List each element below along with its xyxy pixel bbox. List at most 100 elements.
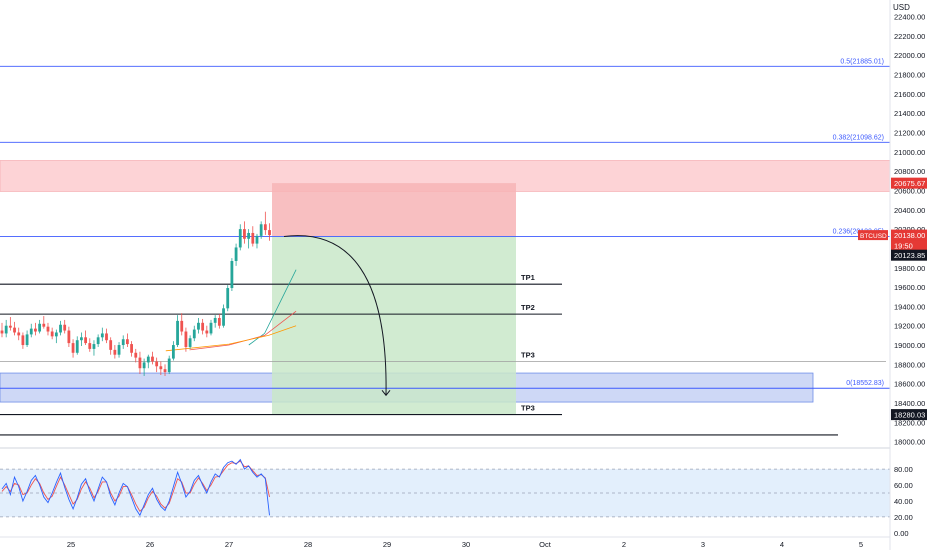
rsi-line — [1, 458, 270, 517]
candle-body — [155, 361, 159, 367]
candle-body — [105, 333, 108, 341]
take-profit-zone — [272, 236, 516, 415]
zones-layer — [0, 160, 891, 415]
candle-body — [251, 232, 255, 244]
time-tick-label: 2 — [622, 540, 626, 549]
candle-body — [192, 329, 196, 339]
candle-body — [230, 260, 234, 289]
candle-body — [159, 366, 163, 370]
candle-body — [163, 369, 167, 373]
time-tick-label: 3 — [701, 540, 705, 549]
candle-body — [109, 340, 113, 350]
candle-body — [84, 337, 87, 344]
price-tick-label: 21600.00 — [894, 90, 925, 99]
candle-body — [117, 345, 121, 355]
fib-label: 0.382(21098.62) — [833, 134, 884, 141]
candle-body — [188, 338, 192, 347]
symbol-tag: BTCUSD — [860, 233, 887, 240]
price-tick-label: 18400.00 — [894, 399, 925, 408]
candle-body — [171, 345, 175, 359]
price-tick-label: 22400.00 — [894, 13, 925, 22]
price-label-bg — [891, 240, 927, 252]
candle-body — [146, 356, 150, 363]
candle-body — [238, 229, 242, 248]
candle-body — [180, 320, 184, 332]
time-tick-label: Oct — [539, 540, 552, 549]
candle-body — [184, 331, 188, 347]
candle-body — [80, 337, 83, 341]
candle-body — [67, 330, 71, 344]
price-label: 20123.85 — [894, 251, 925, 260]
projection-arrow — [283, 235, 387, 396]
time-tick-label: 27 — [225, 540, 233, 549]
target-label: TP1 — [521, 273, 535, 282]
candle-body — [100, 333, 104, 338]
price-tick-label: 19400.00 — [894, 302, 925, 311]
price-tick-label: 18000.00 — [894, 438, 925, 447]
levels-layer: 0.5(21885.01)0.382(21098.62)0.236(20123.… — [0, 58, 890, 436]
price-tick-label: 21200.00 — [894, 128, 925, 137]
candle-body — [201, 322, 205, 331]
time-tick-label: 28 — [304, 540, 312, 549]
candle-body — [213, 317, 217, 323]
target-label: TP2 — [521, 303, 535, 312]
price-tick-label: 19800.00 — [894, 264, 925, 273]
price-tick-label: 22000.00 — [894, 51, 925, 60]
candle-body — [142, 362, 146, 369]
candle-body — [243, 229, 246, 239]
candle-body — [263, 224, 267, 231]
price-label: 19:50 — [894, 242, 913, 251]
candle-body — [121, 339, 125, 346]
price-tick-label: 22200.00 — [894, 32, 925, 41]
price-tick-label: 20800.00 — [894, 167, 925, 176]
price-label-bg — [891, 409, 927, 421]
candle-body — [38, 323, 42, 332]
candle-body — [259, 224, 263, 236]
price-label-bg — [891, 177, 927, 189]
candle-body — [0, 330, 4, 334]
candle-body — [176, 320, 179, 346]
candle-body — [4, 325, 8, 334]
price-tick-label: 20600.00 — [894, 186, 925, 195]
candle-body — [71, 343, 75, 353]
rsi-signal-line — [1, 460, 270, 513]
price-tick-label: 21400.00 — [894, 109, 925, 118]
rsi-tick-label: 60.00 — [894, 481, 913, 490]
candle-body — [88, 343, 92, 349]
currency-label: USD — [893, 3, 910, 12]
price-label: 18280.03 — [894, 411, 925, 420]
price-tick-label: 21000.00 — [894, 148, 925, 157]
rsi-tick-label: 40.00 — [894, 497, 913, 506]
candle-body — [167, 358, 171, 373]
price-label-bg — [891, 249, 927, 261]
candle-body — [247, 232, 251, 239]
candle-body — [17, 332, 21, 336]
price-label-bg — [891, 229, 927, 241]
candle-body — [226, 288, 230, 309]
candle-body — [197, 322, 200, 330]
price-tick-label: 19000.00 — [894, 341, 925, 350]
stop-loss-zone — [272, 183, 516, 237]
candle-body — [50, 331, 54, 337]
time-tick-label: 29 — [383, 540, 391, 549]
rsi-layer — [0, 447, 890, 518]
price-tick-label: 20400.00 — [894, 206, 925, 215]
candle-body — [113, 349, 117, 355]
candle-body — [205, 330, 209, 334]
price-label: 20675.67 — [894, 179, 925, 188]
moving-average-line — [165, 325, 297, 352]
candle-body — [268, 230, 271, 236]
price-tick-label: 18200.00 — [894, 418, 925, 427]
candle-body — [29, 328, 33, 335]
candle-body — [234, 247, 238, 261]
price-tick-label: 21800.00 — [894, 71, 925, 80]
candle-body — [42, 323, 46, 327]
candle-body — [34, 328, 37, 332]
symbol-tag-bg — [858, 230, 888, 241]
candle-body — [21, 335, 25, 346]
candle-body — [92, 344, 96, 349]
time-tick-label: 5 — [859, 540, 863, 549]
